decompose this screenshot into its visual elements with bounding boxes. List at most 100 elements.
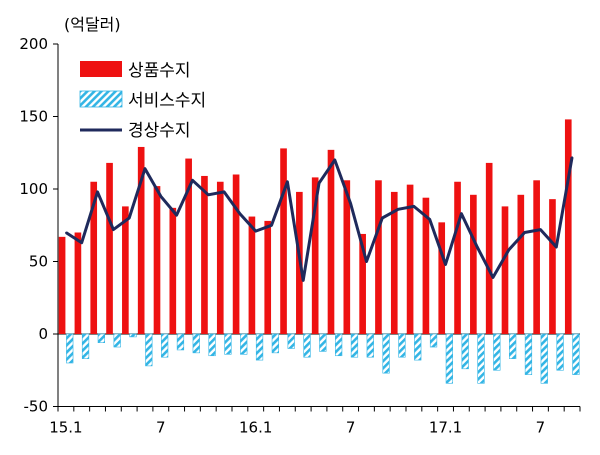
current-account-point [460, 212, 463, 215]
goods-bar [122, 206, 129, 334]
goods-bar [106, 162, 113, 334]
current-account-point [112, 228, 115, 231]
goods-bar [517, 194, 525, 334]
goods-bar [232, 174, 240, 334]
current-account-point [191, 179, 194, 182]
y-tick-label: 150 [19, 108, 48, 126]
goods-bar [564, 119, 572, 335]
current-account-point [334, 159, 336, 161]
current-account-point [555, 246, 558, 248]
current-account-point [523, 231, 526, 234]
service-bar [81, 333, 90, 359]
legend-label: 상품수지 [128, 61, 191, 81]
goods-bar [201, 175, 208, 334]
current-account-point [207, 194, 210, 196]
service-bar [240, 333, 248, 355]
x-tick-label: 7 [156, 419, 166, 437]
goods-bar [58, 236, 66, 334]
goods-bar [153, 186, 161, 334]
current-account-point [223, 191, 225, 193]
current-account-point [444, 263, 447, 266]
goods-bar [90, 181, 98, 334]
goods-bar [438, 222, 446, 334]
service-bar [97, 333, 105, 343]
service-bar [208, 333, 216, 357]
x-tick-label: 15.1 [49, 419, 82, 437]
goods-bar [422, 197, 430, 334]
service-bar [192, 333, 200, 354]
legend-label: 경상수지 [128, 121, 191, 141]
service-bar [319, 333, 327, 352]
product-balance-bars [58, 119, 572, 335]
current-account-point [428, 218, 431, 221]
service-bar [113, 333, 121, 348]
legend-swatch-goods [80, 61, 122, 77]
current-account-point [144, 167, 146, 170]
goods-bar [501, 206, 509, 334]
service-bar [287, 333, 295, 349]
service-bar [429, 333, 438, 348]
goods-bar [137, 146, 145, 334]
current-account-point [160, 195, 162, 198]
current-account-point [286, 180, 289, 183]
goods-bar [248, 216, 256, 334]
service-bar [161, 333, 169, 358]
service-bar [445, 333, 453, 384]
current-account-point [80, 241, 83, 244]
current-account-point [539, 228, 542, 231]
current-account-point [270, 224, 273, 227]
service-bar [540, 333, 548, 384]
goods-bar [311, 177, 319, 334]
service-bar [66, 333, 74, 364]
service-bar [382, 333, 390, 374]
service-bar [509, 333, 517, 359]
goods-bar [74, 232, 82, 334]
current-account-point [365, 260, 368, 263]
current-account-point [397, 208, 399, 211]
y-axis: -50 0 50 100 150 200 [19, 35, 59, 416]
goods-bar [327, 149, 335, 334]
service-bar [176, 333, 185, 351]
service-bar [398, 333, 406, 358]
service-balance-bars [66, 333, 580, 384]
x-tick-label: 17.1 [429, 419, 462, 437]
legend-label: 서비스수지 [128, 91, 206, 111]
goods-bar [375, 180, 382, 334]
y-tick-label: 200 [19, 35, 48, 53]
x-axis: 15.1 7 16.1 7 17.1 7 [49, 333, 581, 437]
service-bar [493, 333, 501, 371]
x-tick-label: 7 [346, 419, 356, 437]
x-tick-label: 7 [536, 419, 546, 437]
service-bar [303, 333, 311, 358]
service-bar [350, 333, 359, 358]
current-account-point [302, 279, 304, 282]
current-account-line [65, 156, 574, 282]
goods-bar [264, 220, 272, 334]
current-account-point [571, 156, 573, 158]
current-account-point [65, 231, 67, 234]
service-bar [129, 333, 137, 338]
current-account-point [128, 217, 130, 219]
goods-bar [470, 194, 477, 334]
goods-bar [359, 233, 366, 334]
service-bar [477, 333, 485, 384]
service-bar [271, 333, 279, 354]
unit-label: (억달러) [64, 15, 121, 34]
current-account-point [349, 202, 352, 205]
legend-swatch-services [79, 90, 123, 108]
current-account-point [239, 212, 241, 215]
current-account-point [96, 191, 99, 193]
goods-bar [280, 148, 287, 334]
service-bar [335, 333, 343, 357]
goods-bar [390, 191, 398, 334]
goods-bar [454, 181, 461, 334]
goods-bar [343, 180, 351, 334]
current-account-point [476, 246, 478, 248]
x-tick-label: 16.1 [239, 419, 272, 437]
service-bar [572, 333, 580, 375]
current-account-point [175, 214, 178, 216]
y-tick-label: -50 [24, 398, 49, 416]
current-account-point [318, 182, 320, 184]
